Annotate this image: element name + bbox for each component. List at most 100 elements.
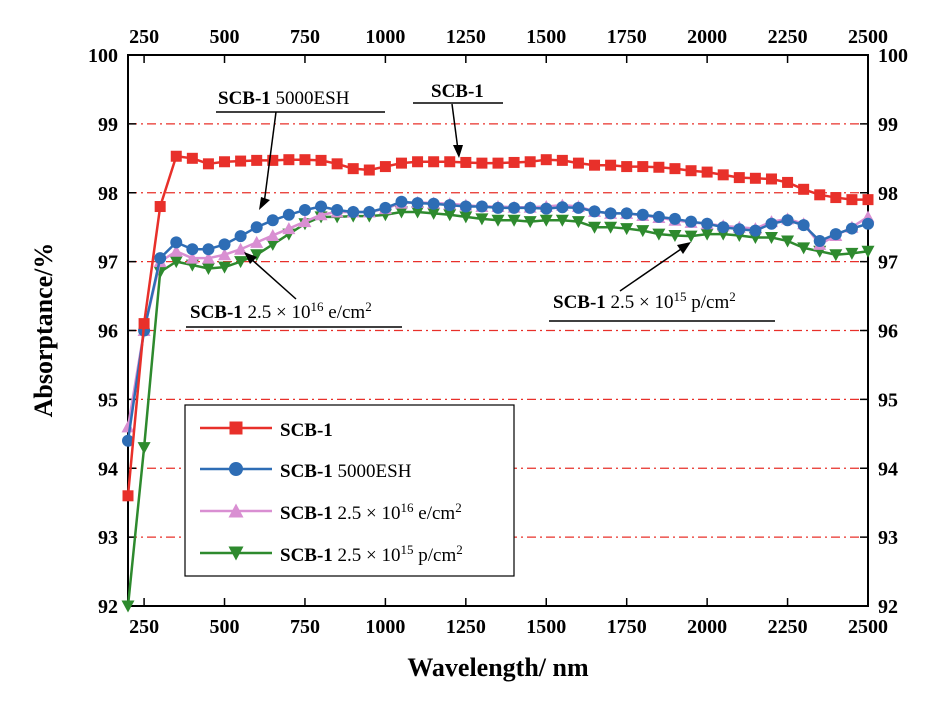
series-4-point xyxy=(443,209,457,222)
series-2-point xyxy=(765,217,778,230)
series-3-point xyxy=(314,208,328,221)
y-tick-label-left: 97 xyxy=(98,252,118,274)
series-4-point xyxy=(250,249,264,262)
series-4-point xyxy=(700,228,714,241)
series-2-point xyxy=(282,208,295,221)
series-1-point xyxy=(524,156,536,168)
series-4-point xyxy=(636,225,650,238)
legend-label-4-unit: p/cm xyxy=(414,545,457,566)
y-tick-label-right: 96 xyxy=(878,321,898,343)
series-4-point xyxy=(829,249,843,262)
annotation-esh-sample: SCB-1 xyxy=(218,88,271,109)
series-2-point xyxy=(475,200,488,213)
annotation-scb1-label: SCB-1 xyxy=(431,81,484,102)
series-2-point xyxy=(492,201,504,214)
x-tick-label-top: 500 xyxy=(210,26,240,48)
x-tick-label-top: 1000 xyxy=(365,26,405,48)
series-1-point xyxy=(814,189,826,201)
series-4-point xyxy=(797,242,811,255)
x-tick-label-top: 2250 xyxy=(768,26,808,48)
x-tick-label-top: 2500 xyxy=(848,26,888,48)
legend-label-4: SCB-1 2.5 × 1015 p/cm2 xyxy=(280,542,463,567)
series-1-point xyxy=(299,154,311,166)
annotation-esh-arrowhead xyxy=(259,197,270,210)
x-tick-label-top: 1250 xyxy=(446,26,486,48)
series-2-point xyxy=(395,195,408,208)
annotation-electron-arrowhead xyxy=(244,252,257,264)
series-1-point xyxy=(605,159,617,171)
series-4-point xyxy=(411,206,425,219)
series-2-point xyxy=(379,201,392,214)
legend-label-4-dose: 2.5 × 10 xyxy=(333,545,401,566)
series-4-point xyxy=(571,216,585,229)
legend-label-1: SCB-1 xyxy=(280,420,333,441)
series-3-point xyxy=(201,251,215,264)
annotation-esh-label: SCB-1 5000ESH xyxy=(218,88,350,109)
y-tick-label-left: 96 xyxy=(98,321,118,343)
series-1-point xyxy=(219,156,231,168)
annotation-scb1-arrowhead xyxy=(453,145,463,158)
legend-label-1-sample: SCB-1 xyxy=(280,420,333,441)
x-tick-label-bottom: 2500 xyxy=(848,616,888,638)
annotation-electron-sample: SCB-1 xyxy=(190,302,243,323)
series-2-point xyxy=(604,207,617,220)
series-1-point xyxy=(186,152,198,164)
series-1-point xyxy=(669,163,681,175)
y-tick-label-right: 99 xyxy=(878,114,898,136)
y-tick-label-left: 99 xyxy=(98,114,118,136)
y-tick-label-left: 98 xyxy=(98,183,118,205)
series-1-point xyxy=(122,490,134,502)
series-2-point xyxy=(427,197,440,210)
annotation-esh: SCB-1 5000ESH xyxy=(216,88,385,210)
series-4-point xyxy=(121,600,135,613)
x-tick-label-bottom: 250 xyxy=(129,616,159,638)
series-2-point xyxy=(652,210,665,223)
legend-label-4-unit-exp: 2 xyxy=(456,542,463,557)
series-2-point xyxy=(363,206,376,219)
series-4-point xyxy=(668,229,682,242)
y-tick-label-left: 93 xyxy=(98,527,118,549)
series-1-point xyxy=(283,154,295,166)
series-2-point xyxy=(717,221,730,234)
y-tick-label-right: 94 xyxy=(878,458,898,480)
annotation-proton-dose: 2.5 × 10 xyxy=(606,292,674,313)
series-1-point xyxy=(235,155,247,167)
series-2-point xyxy=(701,217,714,230)
legend: SCB-1 SCB-1 5000ESH SCB-1 2.5 × 1016 e/c… xyxy=(184,404,515,577)
series-2-point xyxy=(122,434,134,447)
series-4-point xyxy=(234,256,248,269)
series-2-point xyxy=(266,214,279,227)
legend-label-3-unit: e/cm xyxy=(414,503,456,524)
series-1-point xyxy=(701,166,713,178)
x-axis-title: Wavelength/ nm xyxy=(407,653,589,682)
series-4-point xyxy=(266,238,280,251)
series-2-point xyxy=(636,208,649,221)
series-3-point xyxy=(169,244,183,257)
series-3-point xyxy=(234,242,248,255)
series-1-point xyxy=(492,157,504,169)
legend-label-4-exp: 15 xyxy=(401,542,414,557)
annotation-electron-unit: e/cm xyxy=(324,302,366,323)
series-1-point xyxy=(830,192,842,204)
series-1-point xyxy=(749,172,761,184)
series-4-point xyxy=(620,223,634,236)
series-1-point xyxy=(154,201,166,213)
series-1-point xyxy=(540,154,552,166)
series-2-point xyxy=(620,207,633,220)
y-tick-label-left: 95 xyxy=(98,389,118,411)
series-3-point xyxy=(250,235,264,248)
legend-label-3-dose: 2.5 × 10 xyxy=(333,503,401,524)
x-tick-label-bottom: 1750 xyxy=(607,616,647,638)
series-2-point xyxy=(572,201,585,214)
annotation-proton-exp: 15 xyxy=(674,289,687,304)
y-axis-title: Absorptance/% xyxy=(29,243,58,418)
series-1-point xyxy=(202,158,214,170)
series-4-point xyxy=(201,263,215,276)
series-2-point xyxy=(331,203,344,216)
series-2-point xyxy=(234,230,247,243)
series-4-point xyxy=(764,232,778,245)
series-4-point xyxy=(604,221,618,234)
series-4-point xyxy=(539,214,553,227)
series-4-point xyxy=(459,211,473,224)
